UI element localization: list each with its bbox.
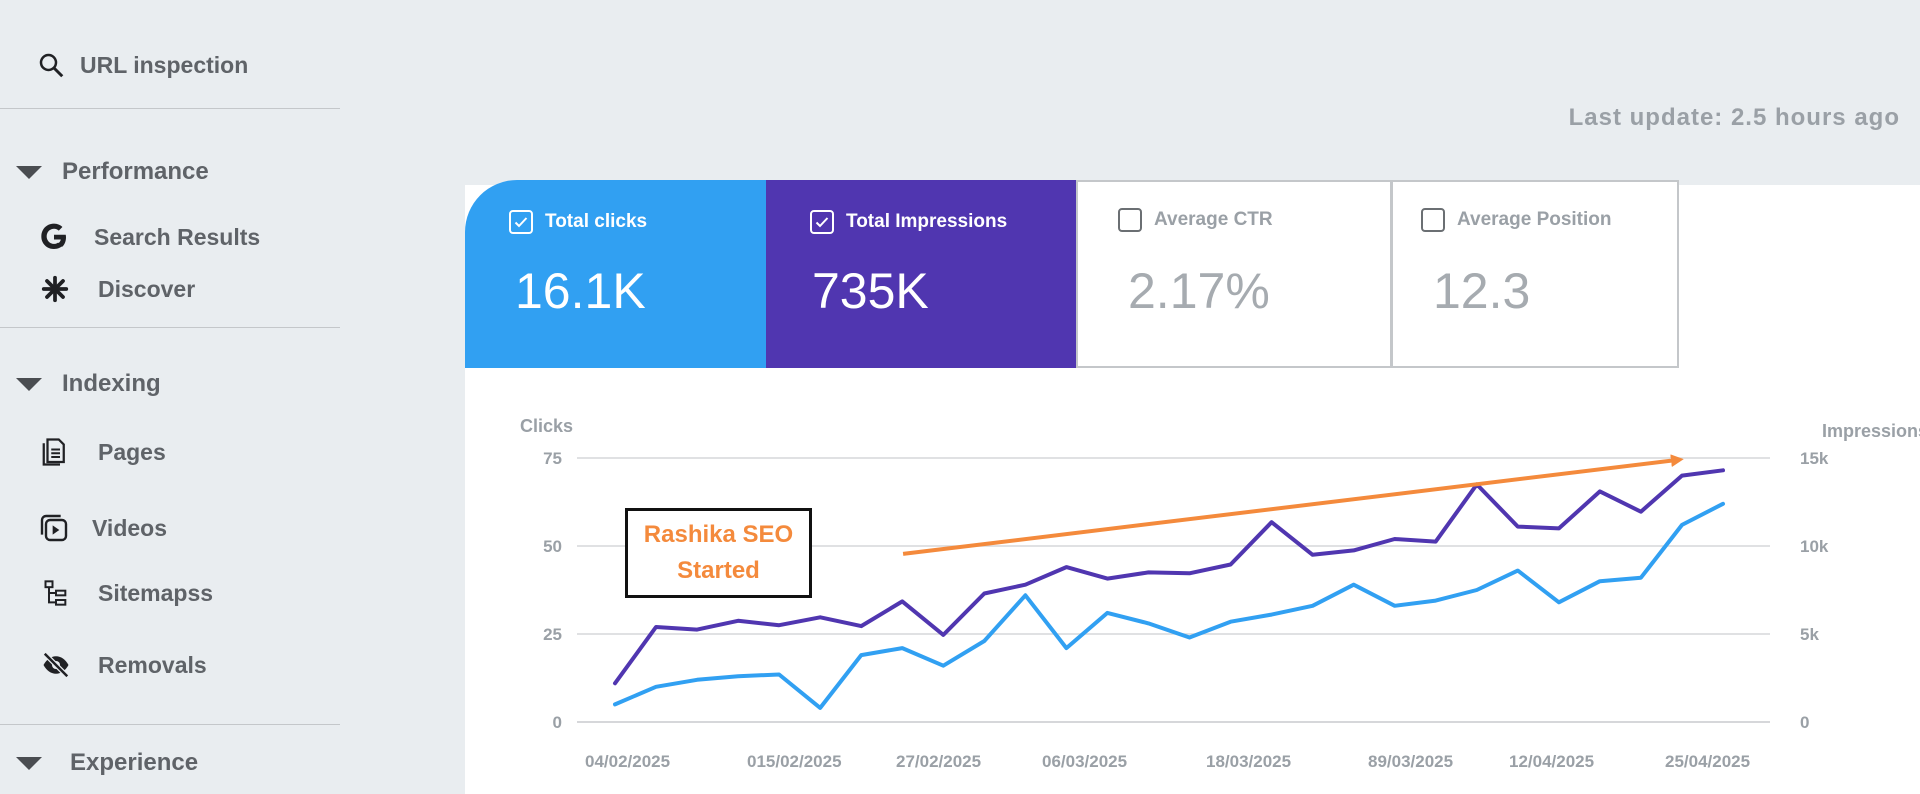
sidebar-item-removals-label: Removals (98, 651, 207, 678)
card-label: Total Impressions (846, 211, 1008, 232)
card-header: Average CTR (1118, 208, 1273, 232)
sidebar-item-videos-label: Videos (92, 514, 167, 541)
x-tick-label: 18/03/2025 (1206, 752, 1291, 771)
card-label: Average CTR (1154, 209, 1273, 230)
y-tick-label: 25 (543, 625, 562, 644)
divider (0, 724, 340, 725)
y2-tick-label: 0 (1800, 713, 1809, 732)
annotation-line-2: Started (677, 557, 760, 584)
sidebar-item-pages-label: Pages (98, 438, 166, 465)
url-inspection-link[interactable]: URL inspection (36, 50, 248, 80)
card-average-ctr[interactable]: Average CTR 2.17% (1076, 180, 1392, 368)
search-icon (39, 53, 64, 78)
card-total-impressions[interactable]: Total Impressions 735K (766, 180, 1076, 368)
header-strip (1678, 0, 1920, 185)
checkbox-checked-icon[interactable] (810, 210, 834, 234)
x-tick-label: 89/03/2025 (1368, 752, 1453, 771)
google-g-icon (41, 223, 66, 249)
eye-off-icon (42, 651, 70, 679)
card-average-position[interactable]: Average Position 12.3 (1391, 180, 1679, 368)
last-update-text: Last update: 2.5 hours ago (1568, 104, 1900, 131)
section-performance-label: Performance (62, 158, 209, 185)
section-experience[interactable]: Experience (16, 749, 198, 777)
sidebar-item-pages[interactable]: Pages (40, 436, 166, 468)
x-tick-label: 25/04/2025 (1665, 752, 1750, 771)
divider (0, 327, 340, 328)
card-total-clicks[interactable]: Total clicks 16.1K (465, 180, 766, 368)
sitemap-icon (44, 580, 67, 606)
caret-down-icon (16, 756, 42, 770)
x-tick-label: 04/02/2025 (585, 752, 670, 771)
trend-arrow (902, 454, 1684, 556)
card-header: Total Impressions (810, 210, 1007, 234)
impressions-series-line (613, 468, 1725, 686)
y2-tick-label: 15k (1800, 449, 1829, 468)
y-axis-title: Clicks (520, 416, 573, 436)
card-value: 12.3 (1433, 263, 1531, 319)
sidebar-item-removals[interactable]: Removals (40, 650, 207, 680)
sidebar-item-sitemaps[interactable]: Sitemapss (42, 578, 213, 608)
x-tick-label: 12/04/2025 (1509, 752, 1594, 771)
sidebar-item-search-results[interactable]: Search Results (38, 221, 260, 253)
x-tick-label: 06/03/2025 (1042, 752, 1127, 771)
card-header: Total clicks (509, 210, 647, 234)
checkbox-unchecked-icon[interactable] (1421, 208, 1445, 232)
section-indexing-label: Indexing (62, 370, 161, 397)
x-tick-label: 015/02/2025 (747, 752, 842, 771)
card-value: 2.17% (1128, 263, 1270, 319)
sidebar-item-sitemaps-label: Sitemapss (98, 579, 214, 606)
annotation-box: Rashika SEO Started (625, 508, 812, 598)
section-performance[interactable]: Performance (16, 158, 209, 186)
annotation-line-1: Rashika SEO (643, 521, 794, 548)
sidebar-item-discover[interactable]: Discover (40, 274, 195, 304)
card-value: 16.1K (515, 263, 646, 319)
card-label: Average Position (1457, 209, 1612, 230)
card-header: Average Position (1421, 208, 1612, 232)
caret-down-icon (16, 165, 42, 179)
checkbox-unchecked-icon[interactable] (1118, 208, 1142, 232)
clicks-series-line (613, 501, 1725, 710)
x-tick-label: 27/02/2025 (896, 752, 981, 771)
pages-icon (42, 438, 65, 466)
url-inspection-label: URL inspection (80, 51, 249, 78)
sidebar-item-discover-label: Discover (98, 275, 196, 302)
y-tick-label: 0 (553, 713, 562, 732)
card-value: 735K (812, 263, 929, 319)
divider (0, 108, 340, 109)
video-icon (40, 514, 68, 542)
performance-line-chart: Clicks Impressions 0 0 25 5k 50 10k 75 15k 04/0… (520, 416, 1920, 771)
section-indexing[interactable]: Indexing (16, 370, 161, 398)
sidebar: URL inspection Performance Search Result… (0, 0, 340, 794)
y2-tick-label: 5k (1800, 625, 1819, 644)
checkbox-checked-icon[interactable] (509, 210, 533, 234)
sidebar-item-search-results-label: Search Results (94, 223, 261, 250)
y2-tick-label: 10k (1800, 537, 1829, 556)
y-tick-label: 50 (543, 537, 562, 556)
caret-down-icon (16, 377, 42, 391)
y-tick-label: 75 (543, 449, 562, 468)
y2-axis-title: Impressions (1822, 421, 1920, 441)
card-label: Total clicks (545, 211, 648, 232)
sidebar-item-videos[interactable]: Videos (38, 512, 167, 544)
asterisk-icon (41, 275, 69, 303)
section-experience-label: Experience (70, 749, 199, 776)
